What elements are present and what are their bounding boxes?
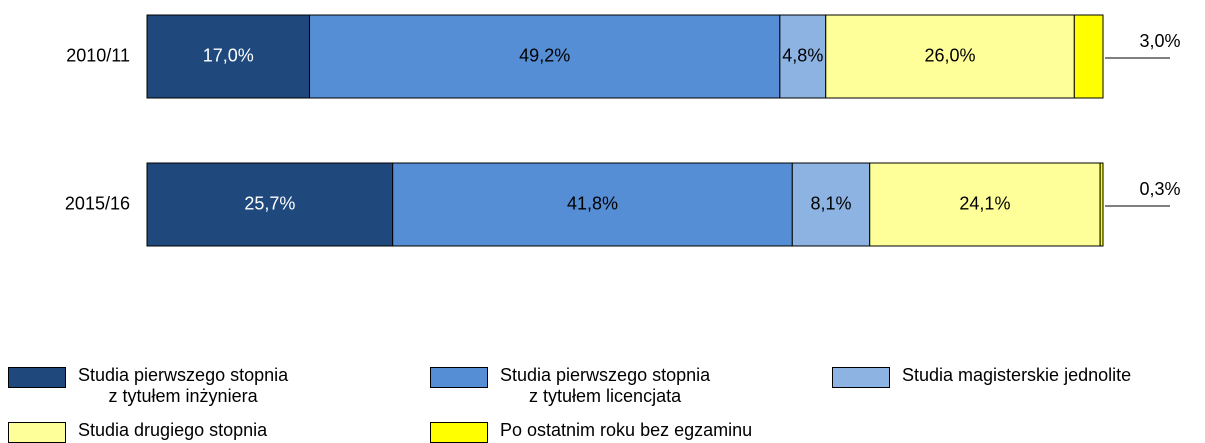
data-label: 17,0% — [203, 45, 254, 65]
legend-label: Studia pierwszego stopnia z tytułem lice… — [500, 365, 711, 406]
legend-label: Studia magisterskie jednolite — [902, 365, 1132, 385]
legend-label: Po ostatnim roku bez egzaminu — [500, 420, 753, 440]
data-label: 49,2% — [519, 45, 570, 65]
category-label: 2015/16 — [65, 193, 130, 213]
legend-swatch — [8, 367, 66, 388]
bar-segment — [1073, 14, 1104, 99]
data-label: 0,3% — [1139, 179, 1180, 199]
legend-label: Studia drugiego stopnia — [78, 420, 268, 440]
data-label: 26,0% — [925, 45, 976, 65]
bar-segment — [1099, 162, 1104, 247]
data-label: 24,1% — [959, 193, 1010, 213]
bar-segment — [779, 14, 827, 99]
legend-swatch — [8, 422, 66, 443]
data-label: 4,8% — [782, 45, 823, 65]
data-label: 25,7% — [244, 193, 295, 213]
data-label: 8,1% — [811, 193, 852, 213]
legend-swatch — [832, 367, 890, 388]
data-label: 41,8% — [567, 193, 618, 213]
legend-swatch — [430, 367, 488, 388]
category-label: 2010/11 — [66, 45, 130, 65]
bar-segment — [392, 162, 793, 247]
data-label: 3,0% — [1139, 31, 1180, 51]
bar-segment — [825, 14, 1075, 99]
legend-swatch — [430, 422, 488, 443]
legend-label: Studia pierwszego stopnia z tytułem inży… — [78, 365, 289, 406]
bar-segment — [791, 162, 871, 247]
bar-segment — [869, 162, 1101, 247]
